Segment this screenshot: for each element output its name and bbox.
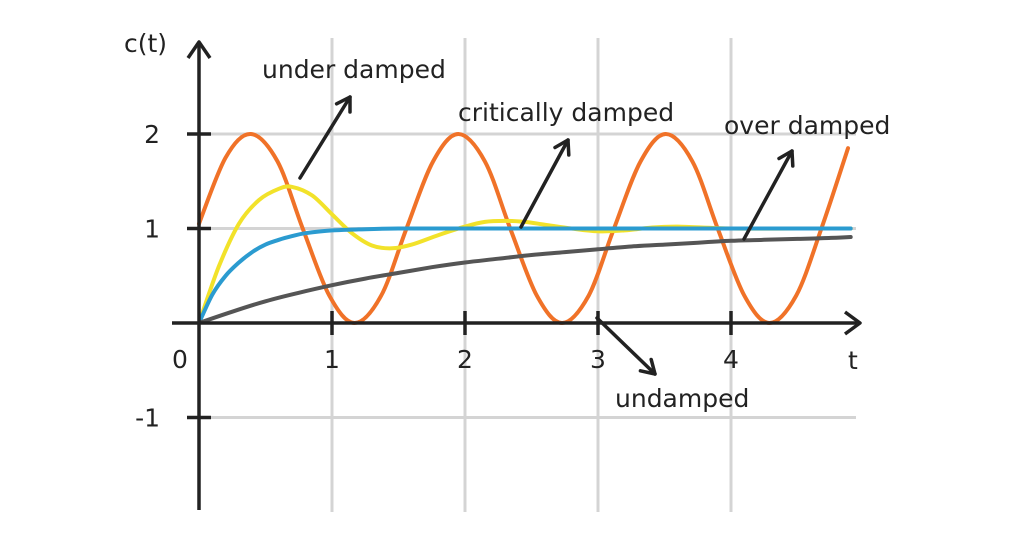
annotation-over-damped-arrowhead xyxy=(777,149,795,168)
series-line-over-damped xyxy=(197,235,853,325)
y-tick-label-1: 1 xyxy=(144,215,160,244)
annotation-over-damped-arrow xyxy=(742,149,794,241)
y-tick-label-1: -1 xyxy=(135,404,160,433)
series-line-critically-damped xyxy=(197,226,853,325)
annotation-undamped-arrowhead xyxy=(638,357,657,376)
series-line-undamped xyxy=(197,132,850,325)
annotation-under-damped-arrow xyxy=(298,95,352,180)
annotations: under damped critically damped over damped… xyxy=(262,55,890,413)
x-tick-label-3: 3 xyxy=(590,345,606,374)
annotation-critically-damped-arrow xyxy=(519,138,570,229)
x-tick-label-4: 4 xyxy=(723,345,739,374)
y-axis-label: c(t) xyxy=(124,29,167,58)
annotation-under-damped-label: under damped xyxy=(262,55,446,84)
series-layer xyxy=(197,132,853,325)
x-tick-label-2: 2 xyxy=(457,345,473,374)
axes: 0 1 2 3 4 1 2 -1 xyxy=(135,40,862,510)
x-axis-arrowhead xyxy=(843,310,862,336)
y-tick-label-2: 2 xyxy=(144,120,160,149)
x-tick-label-1: 1 xyxy=(324,345,340,374)
annotation-under-damped-arrowhead xyxy=(334,95,352,114)
annotation-critically-damped-label: critically damped xyxy=(458,98,674,127)
annotation-over-damped-label: over damped xyxy=(724,111,890,140)
annotation-critically-damped-arrowhead xyxy=(553,138,571,157)
annotation-undamped-label: undamped xyxy=(615,384,749,413)
annotation-undamped-arrow xyxy=(595,316,657,376)
x-axis-label: t xyxy=(848,346,858,375)
y-axis-arrowhead xyxy=(186,40,212,59)
x-tick-label-0: 0 xyxy=(172,345,188,374)
